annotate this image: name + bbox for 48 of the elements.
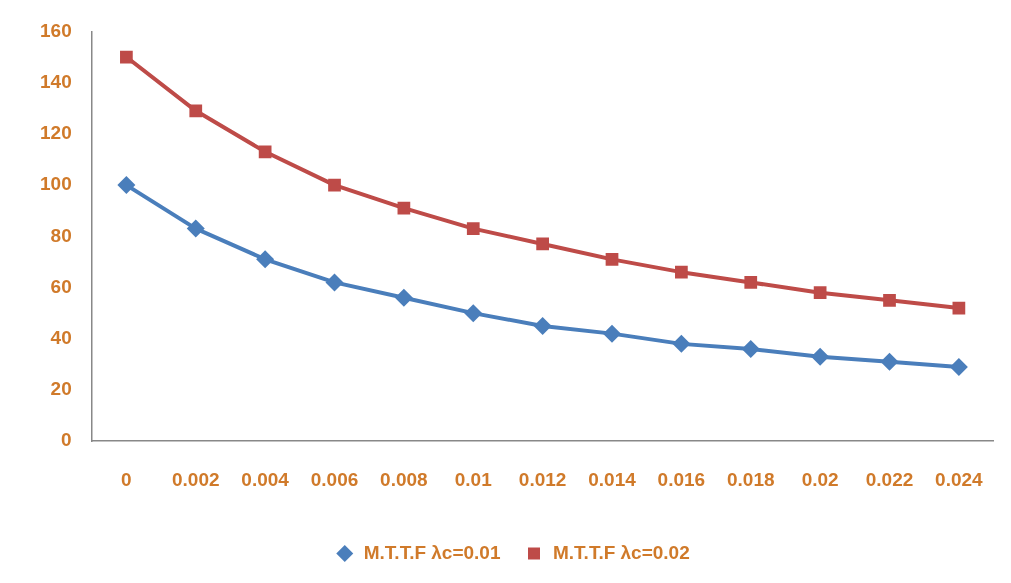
x-tick-label: 0.014	[588, 468, 637, 490]
point	[256, 250, 275, 269]
point	[120, 50, 133, 64]
point	[325, 273, 344, 292]
point	[672, 334, 691, 353]
point	[328, 178, 341, 192]
point	[605, 252, 619, 266]
x-tick-label: 0.006	[310, 468, 359, 490]
x-tick-label: 0.01	[454, 468, 493, 490]
y-tick-label: 40	[50, 326, 72, 348]
point	[603, 324, 622, 343]
x-tick-label: 0.022	[865, 468, 914, 490]
x-tick-label: 0.012	[518, 468, 567, 490]
point	[811, 347, 830, 366]
point	[258, 145, 272, 159]
point	[186, 219, 205, 238]
legend-label: M.T.T.F λc=0.01	[363, 541, 501, 563]
y-tick-label: 100	[40, 173, 72, 195]
point	[464, 304, 483, 323]
point	[394, 288, 413, 307]
legend-label: M.T.T.F λc=0.02	[553, 541, 690, 563]
y-tick-label: 0	[61, 429, 72, 451]
x-tick-label: 0.002	[171, 468, 220, 490]
y-tick-label: 120	[40, 122, 72, 144]
x-tick-label: 0.02	[801, 468, 839, 490]
x-tick-label: 0.016	[657, 468, 706, 490]
point	[466, 222, 480, 235]
y-tick-label: 140	[40, 70, 72, 92]
point	[189, 104, 203, 118]
point	[744, 276, 758, 289]
point	[813, 286, 827, 300]
y-tick-label: 20	[50, 378, 72, 400]
point	[536, 237, 549, 251]
x-tick-label: 0	[121, 468, 132, 490]
x-tick-label: 0.008	[380, 468, 428, 490]
y-tick-label: 80	[50, 224, 72, 246]
x-tick-label: 0.024	[935, 468, 984, 490]
point	[949, 357, 968, 376]
point	[117, 176, 136, 195]
point	[880, 352, 899, 371]
x-tick-label: 0.004	[241, 468, 290, 490]
point	[883, 293, 896, 307]
point	[741, 340, 760, 358]
x-tick-label: 0.018	[726, 468, 775, 490]
point	[675, 265, 688, 279]
point	[533, 316, 552, 335]
y-tick-label: 160	[40, 19, 72, 41]
y-tick-label: 60	[50, 275, 72, 297]
